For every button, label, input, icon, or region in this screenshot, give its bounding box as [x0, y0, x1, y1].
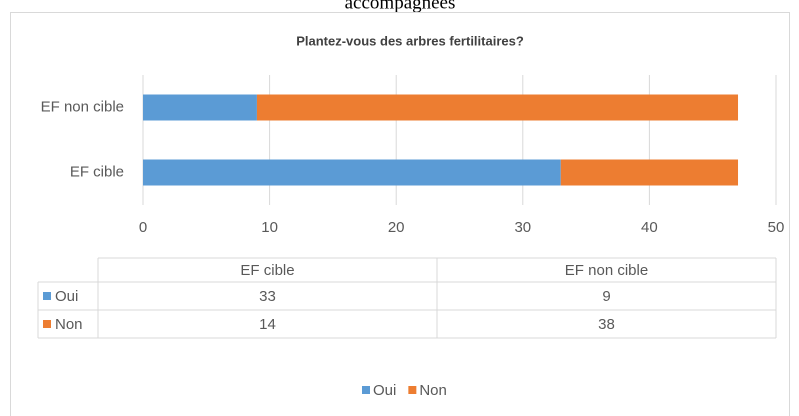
chart-title: Plantez-vous des arbres fertilitaires?: [296, 33, 524, 48]
table-series-name: Non: [55, 316, 83, 333]
bar-segment: [143, 94, 257, 121]
bar-segment: [143, 159, 561, 186]
x-tick-label: 40: [641, 219, 658, 236]
bar-segment: [560, 159, 739, 186]
legend-label: Oui: [373, 382, 396, 399]
x-tick-label: 10: [261, 219, 278, 236]
legend-swatch: [408, 386, 417, 394]
legend-label: Non: [419, 382, 447, 399]
bar-segment: [256, 94, 739, 121]
table-key: [43, 292, 51, 300]
x-tick-label: 20: [388, 219, 405, 236]
page-heading: accompagnées: [345, 0, 456, 13]
table-value: 38: [598, 316, 615, 333]
x-tick-label: 30: [514, 219, 531, 236]
legend-swatch: [362, 386, 370, 394]
y-tick-label: EF non cible: [41, 98, 124, 115]
table-value: 9: [602, 288, 610, 305]
table-header: EF cible: [240, 262, 294, 279]
x-tick-label: 0: [139, 219, 147, 236]
x-tick-label: 50: [768, 219, 785, 236]
table-key: [43, 320, 51, 328]
y-tick-label: EF cible: [70, 163, 124, 180]
table-series-name: Oui: [55, 288, 78, 305]
table-header: EF non cible: [565, 262, 648, 279]
table-value: 33: [259, 288, 276, 305]
table-value: 14: [259, 316, 276, 333]
chart-border: [10, 12, 790, 416]
